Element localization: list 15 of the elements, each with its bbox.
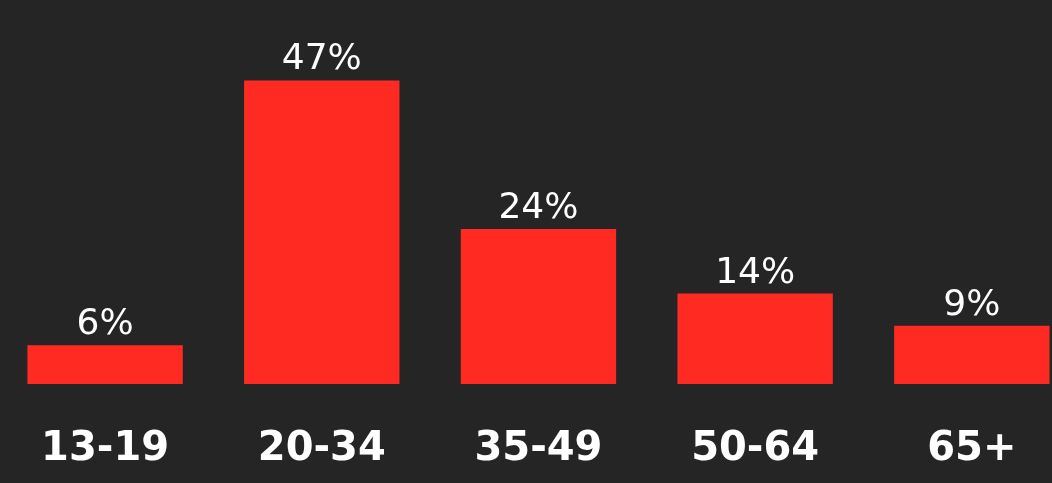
x-tick-label: 50-64 xyxy=(691,423,820,469)
x-tick-label: 35-49 xyxy=(474,423,603,469)
x-tick-label: 65+ xyxy=(927,423,1017,469)
bar xyxy=(894,325,1050,384)
bar xyxy=(677,293,833,384)
data-label: 24% xyxy=(498,184,579,226)
data-label: 47% xyxy=(281,36,362,78)
data-label: 9% xyxy=(943,281,1001,323)
bar xyxy=(460,228,617,384)
x-tick-label: 13-19 xyxy=(41,423,170,469)
data-label: 14% xyxy=(715,249,796,291)
bar xyxy=(244,80,400,384)
x-tick-label: 20-34 xyxy=(257,423,386,469)
bar xyxy=(27,345,183,384)
data-label: 6% xyxy=(76,301,134,343)
